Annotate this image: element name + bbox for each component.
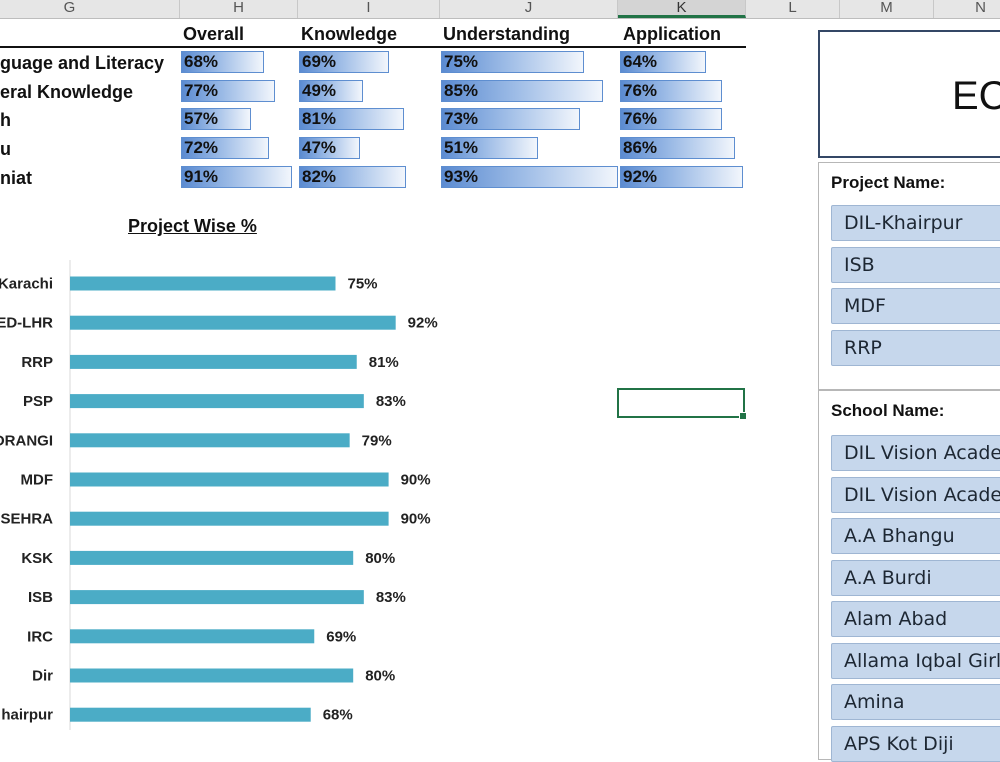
value-label: 68% — [323, 707, 353, 724]
bar[interactable] — [70, 276, 336, 291]
bar[interactable] — [70, 394, 364, 409]
school-slicer-item[interactable]: A.A Bhangu — [831, 518, 1000, 554]
category-label: NSEHRA — [0, 511, 53, 528]
category-label: ISB — [28, 589, 53, 606]
header-understanding: Understanding — [443, 24, 571, 44]
score-bar-cell[interactable]: 72% — [181, 137, 269, 159]
row-label: eral Knowledge — [0, 82, 134, 102]
score-bar-cell[interactable]: 85% — [441, 80, 603, 102]
score-bar-cell[interactable]: 76% — [620, 108, 722, 130]
column-header-k[interactable]: K — [618, 0, 746, 18]
header-knowledge: Knowledge — [301, 24, 398, 44]
column-header-h[interactable]: H — [180, 0, 298, 18]
column-header-strip: G H I J K L M N — [0, 0, 1000, 19]
school-slicer-item[interactable]: Amina — [831, 684, 1000, 720]
value-label: 90% — [401, 511, 431, 528]
category-label: ED-LHR — [0, 315, 53, 332]
row-label: h — [0, 110, 11, 130]
score-bar-cell[interactable]: 93% — [441, 166, 618, 188]
column-header-g[interactable]: G — [0, 0, 180, 18]
chart-title: Project Wise % — [128, 216, 257, 236]
category-label: PSP — [23, 393, 53, 410]
project-slicer-item[interactable]: DIL-Khairpur — [831, 205, 1000, 241]
score-bar-cell[interactable]: 77% — [181, 80, 275, 102]
column-header-j[interactable]: J — [440, 0, 618, 18]
bar[interactable] — [70, 590, 364, 605]
bar[interactable] — [70, 629, 315, 644]
school-slicer-header: School Name: — [831, 401, 945, 420]
category-label: MDF — [21, 472, 54, 489]
school-slicer-item[interactable]: DIL Vision Academy — [831, 435, 1000, 471]
category-label: ORANGI — [0, 432, 53, 449]
score-bar-cell[interactable]: 86% — [620, 137, 735, 159]
score-bar-cell[interactable]: 92% — [620, 166, 743, 188]
project-slicer: Project Name: DIL-Khairpur ISB MDF RRP — [818, 162, 1000, 390]
value-label: 83% — [376, 393, 406, 410]
value-label: 69% — [326, 628, 356, 645]
score-bar-cell[interactable]: 73% — [441, 108, 580, 130]
score-bar-cell[interactable]: 82% — [299, 166, 406, 188]
category-label: RRP — [21, 354, 53, 371]
bar[interactable] — [70, 433, 350, 448]
bar[interactable] — [70, 668, 354, 683]
dashboard-title-box: EC — [818, 30, 1000, 158]
value-label: 90% — [401, 472, 431, 489]
bar[interactable] — [70, 354, 357, 369]
school-slicer-item[interactable]: APS Kot Diji — [831, 725, 1000, 762]
score-bar-cell[interactable]: 47% — [299, 137, 360, 159]
school-slicer: School Name: DIL Vision Academy DIL Visio… — [818, 390, 1000, 762]
score-bar-cell[interactable]: 49% — [299, 80, 363, 102]
project-slicer-item[interactable]: RRP — [831, 329, 1000, 366]
bar[interactable] — [70, 550, 354, 565]
score-bar-cell[interactable]: 91% — [181, 166, 292, 188]
header-application: Application — [623, 24, 721, 44]
value-label: 81% — [369, 354, 399, 371]
column-header-l[interactable]: L — [746, 0, 840, 18]
row-label: u — [0, 139, 11, 159]
project-slicer-item[interactable]: MDF — [831, 288, 1000, 324]
category-label: IRC — [27, 628, 53, 645]
project-slicer-header: Project Name: — [831, 173, 946, 192]
value-label: 75% — [348, 276, 378, 293]
category-label: hairpur — [1, 707, 53, 724]
column-header-m[interactable]: M — [840, 0, 934, 18]
project-slicer-item[interactable]: ISB — [831, 246, 1000, 283]
score-bar-cell[interactable]: 68% — [181, 51, 264, 73]
score-bar-cell[interactable]: 51% — [441, 137, 538, 159]
dashboard-title: EC — [952, 74, 1000, 118]
score-bar-cell[interactable]: 76% — [620, 80, 722, 102]
score-bar-cell[interactable]: 69% — [299, 51, 389, 73]
header-overall: Overall — [183, 24, 245, 44]
value-label: 80% — [365, 550, 395, 567]
category-label: Dir — [32, 668, 53, 685]
selected-cell[interactable] — [617, 388, 747, 420]
school-slicer-item[interactable]: Alam Abad — [831, 601, 1000, 637]
score-bar-cell[interactable]: 81% — [299, 108, 404, 130]
score-bar-cell[interactable]: 75% — [441, 51, 584, 73]
value-label: 83% — [376, 589, 406, 606]
school-slicer-item[interactable]: Allama Iqbal Girls — [831, 642, 1000, 679]
bar[interactable] — [70, 707, 311, 722]
score-bar-cell[interactable]: 64% — [620, 51, 706, 73]
bar[interactable] — [70, 511, 389, 526]
category-label: Karachi — [0, 276, 53, 293]
value-label: 79% — [362, 432, 392, 449]
category-label: KSK — [21, 550, 53, 567]
column-header-i[interactable]: I — [298, 0, 440, 18]
row-label: niat — [0, 168, 33, 188]
bar[interactable] — [70, 472, 389, 487]
bar[interactable] — [70, 315, 396, 330]
score-bar-cell[interactable]: 57% — [181, 108, 251, 130]
column-header-n[interactable]: N — [934, 0, 1000, 18]
school-slicer-item[interactable]: DIL Vision Academy — [831, 476, 1000, 513]
row-label: guage and Literacy — [0, 53, 165, 73]
header-underline — [0, 46, 746, 48]
fill-handle[interactable] — [739, 412, 747, 420]
project-wise-bar-chart: Karachi 75% ED-LHR 92% RRP 81% PSP 83% ORANGI 79%… — [0, 260, 438, 730]
school-slicer-item[interactable]: A.A Burdi — [831, 559, 1000, 596]
value-label: 80% — [365, 668, 395, 685]
value-label: 92% — [408, 315, 438, 332]
